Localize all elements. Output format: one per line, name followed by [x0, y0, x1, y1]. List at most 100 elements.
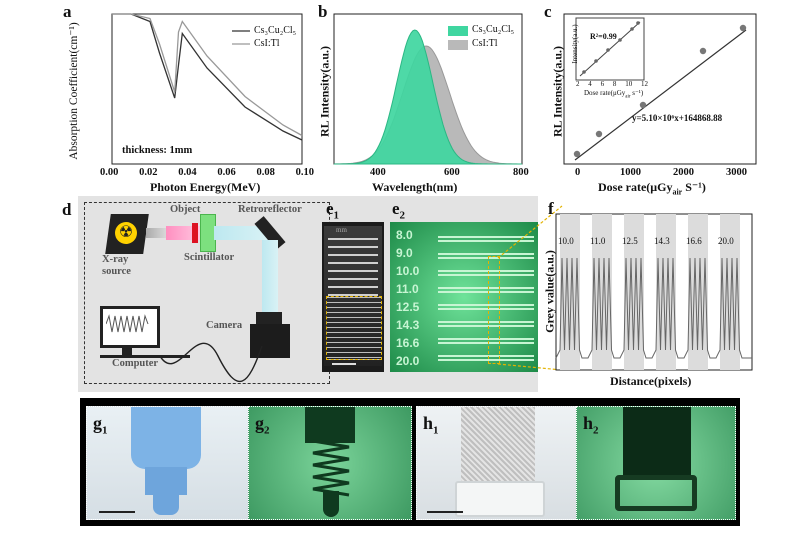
c-xtick: 3000 — [726, 167, 747, 178]
label-scintillator: Scintillator — [184, 252, 235, 263]
a-xtick: 0.10 — [295, 167, 314, 178]
b-xlabel: Wavelength(nm) — [372, 180, 458, 194]
c-fit-line — [574, 29, 747, 161]
e2-photo: 8.0 9.0 10.0 11.0 12.5 14.3 16.6 20.0 — [390, 222, 538, 372]
c-point — [573, 150, 581, 158]
desk-icon — [100, 355, 190, 358]
c-point — [595, 130, 603, 138]
a-xtick: 0.06 — [217, 167, 236, 178]
c-inset-xticks: 2 4 6 8 10 12 — [576, 80, 648, 88]
h1-chip-icon — [461, 407, 535, 483]
label-computer: Computer — [112, 358, 159, 369]
h1-holder-icon — [455, 481, 545, 517]
monitor-stand-icon — [122, 345, 132, 355]
e2-tick: 14.3 — [396, 318, 420, 332]
b-legend-swatch-2 — [448, 40, 468, 50]
e2-line-pairs — [438, 232, 534, 368]
a-xlabel: Photon Energy(MeV) — [150, 180, 261, 194]
panel-label-b: b — [318, 2, 328, 21]
f-xlabel: Distance(pixels) — [610, 374, 692, 388]
b-xtick: 800 — [513, 167, 529, 178]
b-ylabel: RL Intensity(a.u.) — [317, 46, 332, 138]
a-legend-1: Cs₃Cu₂Cl₅ — [254, 25, 297, 36]
a-xtick: 0.08 — [256, 167, 275, 178]
panel-label-g2: g2 — [255, 413, 270, 437]
panel-c: c RL Intensity(a.u.) Intensity(a.u.) Dos… — [540, 0, 770, 200]
f-peak-label: 20.0 — [718, 236, 734, 246]
rl-series-cs3cu2cl5 — [334, 29, 522, 165]
b-legend-swatch-1 — [448, 26, 468, 36]
panel-f: Grey value(a.u.) Distance(pixels) 10.0 1… — [540, 200, 770, 395]
e2-tick: 12.5 — [396, 300, 420, 314]
panel-a: a Absorption Coefficient(cm⁻¹) Photon En… — [0, 0, 320, 200]
e2-tick: 9.0 — [396, 246, 413, 260]
a-ylabel: Absorption Coefficient(cm⁻¹) — [68, 22, 80, 160]
e1-photo: mm — [322, 222, 384, 372]
b-legend-2: CsI:Tl — [472, 38, 498, 49]
monitor-signal-icon — [106, 314, 149, 333]
e1-unit: mm — [336, 226, 347, 234]
a-annotation: thickness: 1mm — [122, 145, 193, 156]
e2-tick-labels: 8.0 9.0 10.0 11.0 12.5 14.3 16.6 20.0 — [396, 228, 434, 368]
panel-label-g1: g1 — [93, 413, 108, 437]
g1-photo: g1 — [86, 406, 250, 520]
g2-spring-icon — [312, 439, 350, 497]
f-grey-profile — [555, 257, 752, 359]
h2-chip-shadow-icon — [623, 407, 691, 477]
absorption-series-cs3cu2cl5 — [112, 13, 303, 141]
label-object: Object — [170, 204, 201, 215]
a-xtick: 0.00 — [100, 167, 119, 178]
e2-tick: 20.0 — [396, 354, 420, 368]
f-peak-label: 11.0 — [590, 236, 606, 246]
e2-tick: 10.0 — [396, 264, 420, 278]
e1-highlight-box — [326, 296, 382, 360]
object-icon — [192, 223, 198, 243]
optical-path-icon — [214, 226, 270, 240]
panel-gh-strip: g1 g2 h1 h2 — [80, 398, 740, 526]
panel-label-e2: e2 — [392, 199, 406, 222]
f-peak-label: 14.3 — [654, 236, 670, 246]
c-xlabel: Dose rate(μGyair S⁻¹) — [598, 180, 706, 197]
a-xticks: 0.00 0.02 0.04 0.06 0.08 0.10 — [100, 167, 314, 178]
c-point — [739, 24, 747, 32]
xray-nozzle-icon — [146, 228, 168, 238]
label-retroreflector: Retroreflector — [238, 204, 302, 215]
a-xtick: 0.02 — [139, 167, 158, 178]
panel-label-c: c — [544, 2, 552, 21]
h1-scale-bar — [427, 511, 463, 513]
f-peak-label: 10.0 — [558, 236, 574, 246]
g2-pen-tip-icon — [323, 491, 339, 517]
panel-label-e1: e1 — [326, 199, 340, 222]
c-ylabel: RL Intensity(a.u.) — [550, 46, 565, 138]
b-xtick: 400 — [370, 167, 386, 178]
f-peak-label: 12.5 — [622, 236, 638, 246]
e2-tick: 8.0 — [396, 228, 413, 242]
b-legend-1: Cs₃Cu₂Cl₅ — [472, 24, 515, 35]
cable-icon — [159, 342, 263, 383]
g2-photo: g2 — [248, 406, 412, 520]
grey-profile-chart — [555, 213, 753, 371]
panel-label-f: f — [548, 199, 554, 218]
c-xtick: 1000 — [620, 167, 641, 178]
radiation-icon: ☢ — [115, 222, 137, 244]
c-xtick: 2000 — [673, 167, 694, 178]
e2-tick: 11.0 — [396, 282, 419, 296]
g1-pen-body-icon — [131, 407, 201, 469]
panel-label-h2: h2 — [583, 413, 599, 437]
label-xray: X-ray — [102, 254, 129, 265]
h2-holder-shadow-icon — [615, 475, 697, 511]
panel-label-d: d — [62, 200, 72, 219]
absorption-series-csi-tl — [112, 13, 303, 137]
c-inset-r2: R²=0.99 — [590, 32, 617, 41]
h1-photo: h1 — [416, 406, 578, 520]
e1-scale-bar — [332, 363, 356, 365]
c-fit-equation: y=5.10×10⁶x+164868.88 — [632, 113, 723, 123]
c-point — [699, 47, 707, 55]
c-point — [639, 101, 647, 109]
optical-path-vertical-icon — [262, 240, 278, 314]
dose-chart — [563, 13, 757, 165]
camera-icon — [250, 324, 290, 358]
c-inset-fit — [579, 21, 641, 77]
c-inset-ylabel: Intensity(a.u.) — [571, 24, 579, 64]
e2-profile-box — [488, 256, 500, 364]
